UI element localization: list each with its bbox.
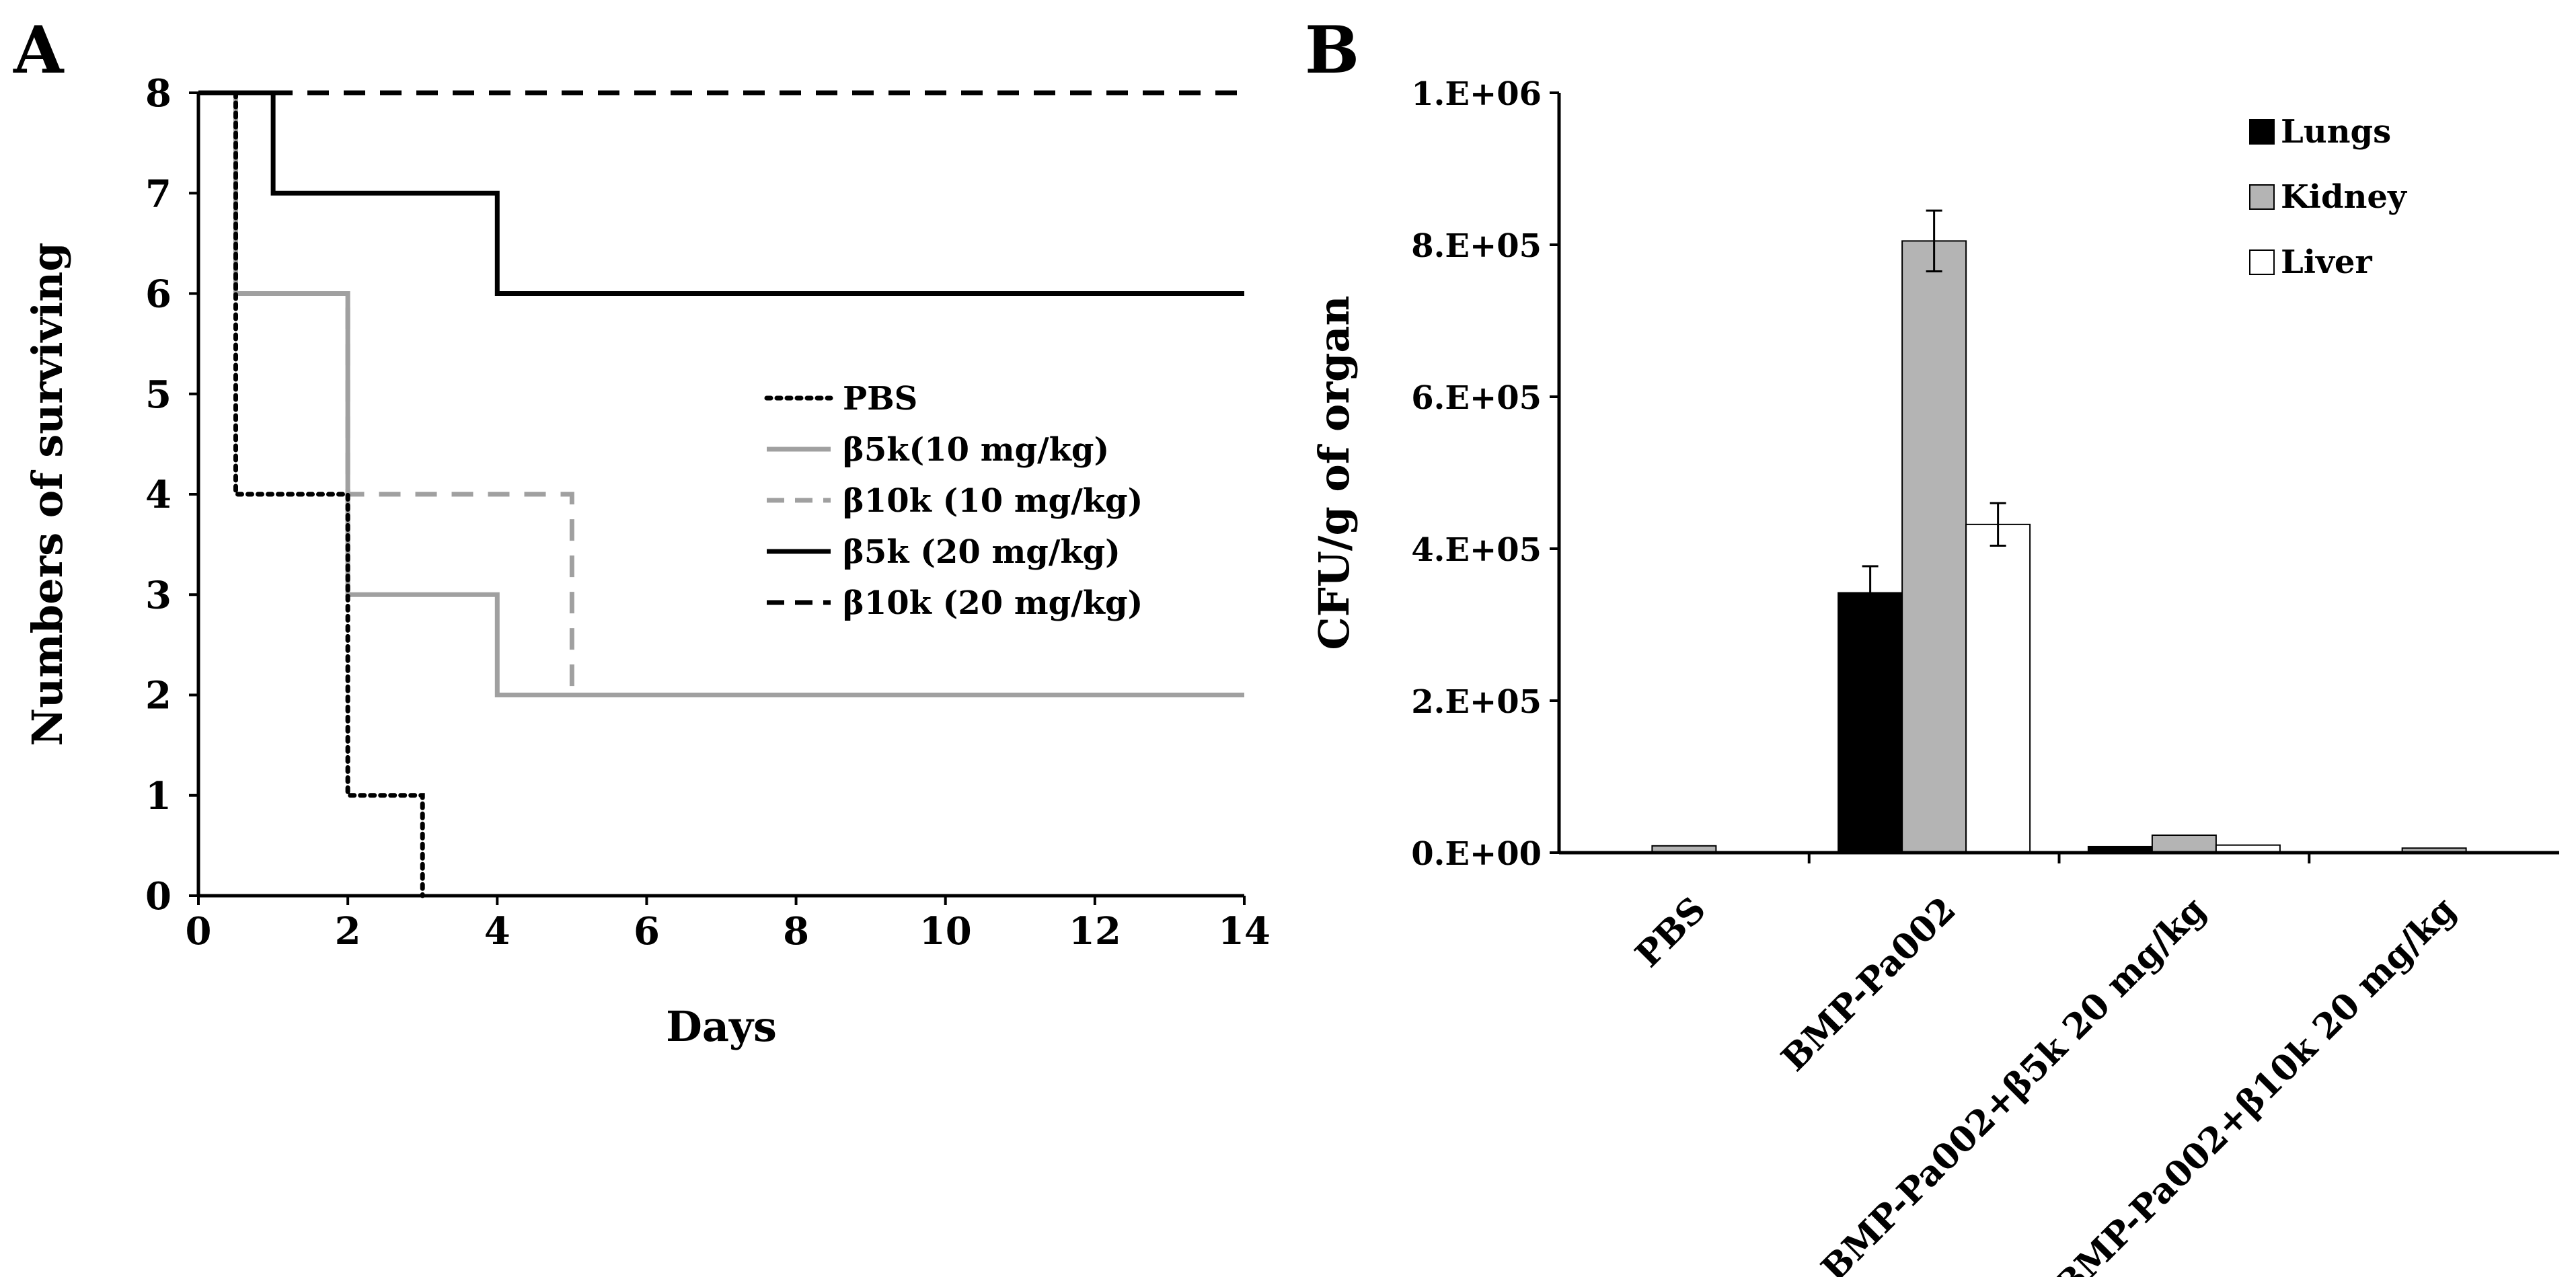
a-y-tick-label: 6 [145, 272, 172, 317]
a-x-tick-label: 0 [186, 909, 212, 954]
panel-a-label: A [13, 12, 65, 88]
b-y-tick-label: 4.E+05 [1411, 531, 1542, 569]
b-bar-kidney-bmp-pa002 [1901, 240, 1967, 854]
b-legend-label-liver: Liver [2281, 243, 2372, 281]
a-y-tick-label: 3 [145, 573, 172, 617]
a-x-tick-label: 14 [1218, 909, 1271, 954]
a-x-tick-label: 4 [484, 909, 510, 954]
b-legend-label-lungs: Lungs [2281, 113, 2391, 151]
a-x-tick-label: 8 [783, 909, 809, 954]
a-y-tick-label: 7 [145, 171, 172, 216]
a-y-tick-label: 8 [145, 71, 172, 116]
a-series-line-pbs [233, 90, 425, 898]
b-legend-swatch-kidney [2249, 184, 2275, 210]
b-y-tick-label: 8.E+05 [1411, 227, 1542, 265]
a-x-tick-label: 6 [634, 909, 660, 954]
b-y-axis-title: CFU/g of organ [1310, 295, 1359, 650]
b-legend-swatch-liver [2249, 249, 2275, 275]
a-legend-label-10k-20-mg-kg: β10k (20 mg/kg) [843, 584, 1143, 622]
a-legend-label-5k-10-mg-kg: β5k(10 mg/kg) [843, 431, 1109, 469]
b-bar-lungs-bmp-pa002 [1838, 592, 1903, 853]
a-legend-label-5k-20-mg-kg: β5k (20 mg/kg) [843, 533, 1121, 571]
a-legend-label-10k-10-mg-kg: β10k (10 mg/kg) [843, 482, 1143, 520]
panel-b-cfu-bar-chart: B 0.E+00 2.E+05 4.E+05 6.E+05 8.E+05 1.E+06 CF… [1305, 12, 2559, 1277]
a-x-axis-title: Days [666, 1002, 777, 1051]
a-x-tick-label: 2 [335, 909, 361, 954]
b-category-label-bmp-pa002-10k-20-mg-kg: BMP-Pa002+β10k 20 mg/kg [2046, 889, 2464, 1277]
a-x-tick-label: 10 [919, 909, 972, 954]
a-y-tick-label: 2 [145, 674, 172, 718]
b-y-tick-label: 0.E+00 [1411, 835, 1542, 873]
b-category-label-bmp-pa002: BMP-Pa002 [1774, 889, 1964, 1079]
b-legend-label-kidney: Kidney [2281, 178, 2408, 216]
b-y-tick-label: 2.E+05 [1411, 683, 1542, 721]
a-y-tick-label: 5 [145, 373, 172, 417]
b-legend-swatch-lungs [2249, 119, 2275, 145]
a-legend-label-pbs: PBS [843, 380, 917, 418]
b-y-tick-label: 1.E+06 [1411, 75, 1542, 113]
a-y-tick-label: 0 [145, 874, 172, 919]
panel-b-label: B [1305, 12, 1359, 88]
b-bar-kidney-bmp-pa002-5k-20-mg-kg [2151, 835, 2217, 854]
a-y-tick-label: 4 [145, 473, 172, 517]
b-y-tick-label: 6.E+05 [1411, 379, 1542, 417]
a-series-line-5k-20-mg-kg [198, 90, 1244, 296]
b-category-label-pbs: PBS [1628, 889, 1714, 975]
a-x-tick-label: 12 [1069, 909, 1121, 954]
a-y-axis-title: Numbers of surviving [23, 242, 72, 746]
a-y-tick-label: 1 [145, 774, 172, 818]
b-bar-liver-bmp-pa002 [1965, 523, 2031, 854]
